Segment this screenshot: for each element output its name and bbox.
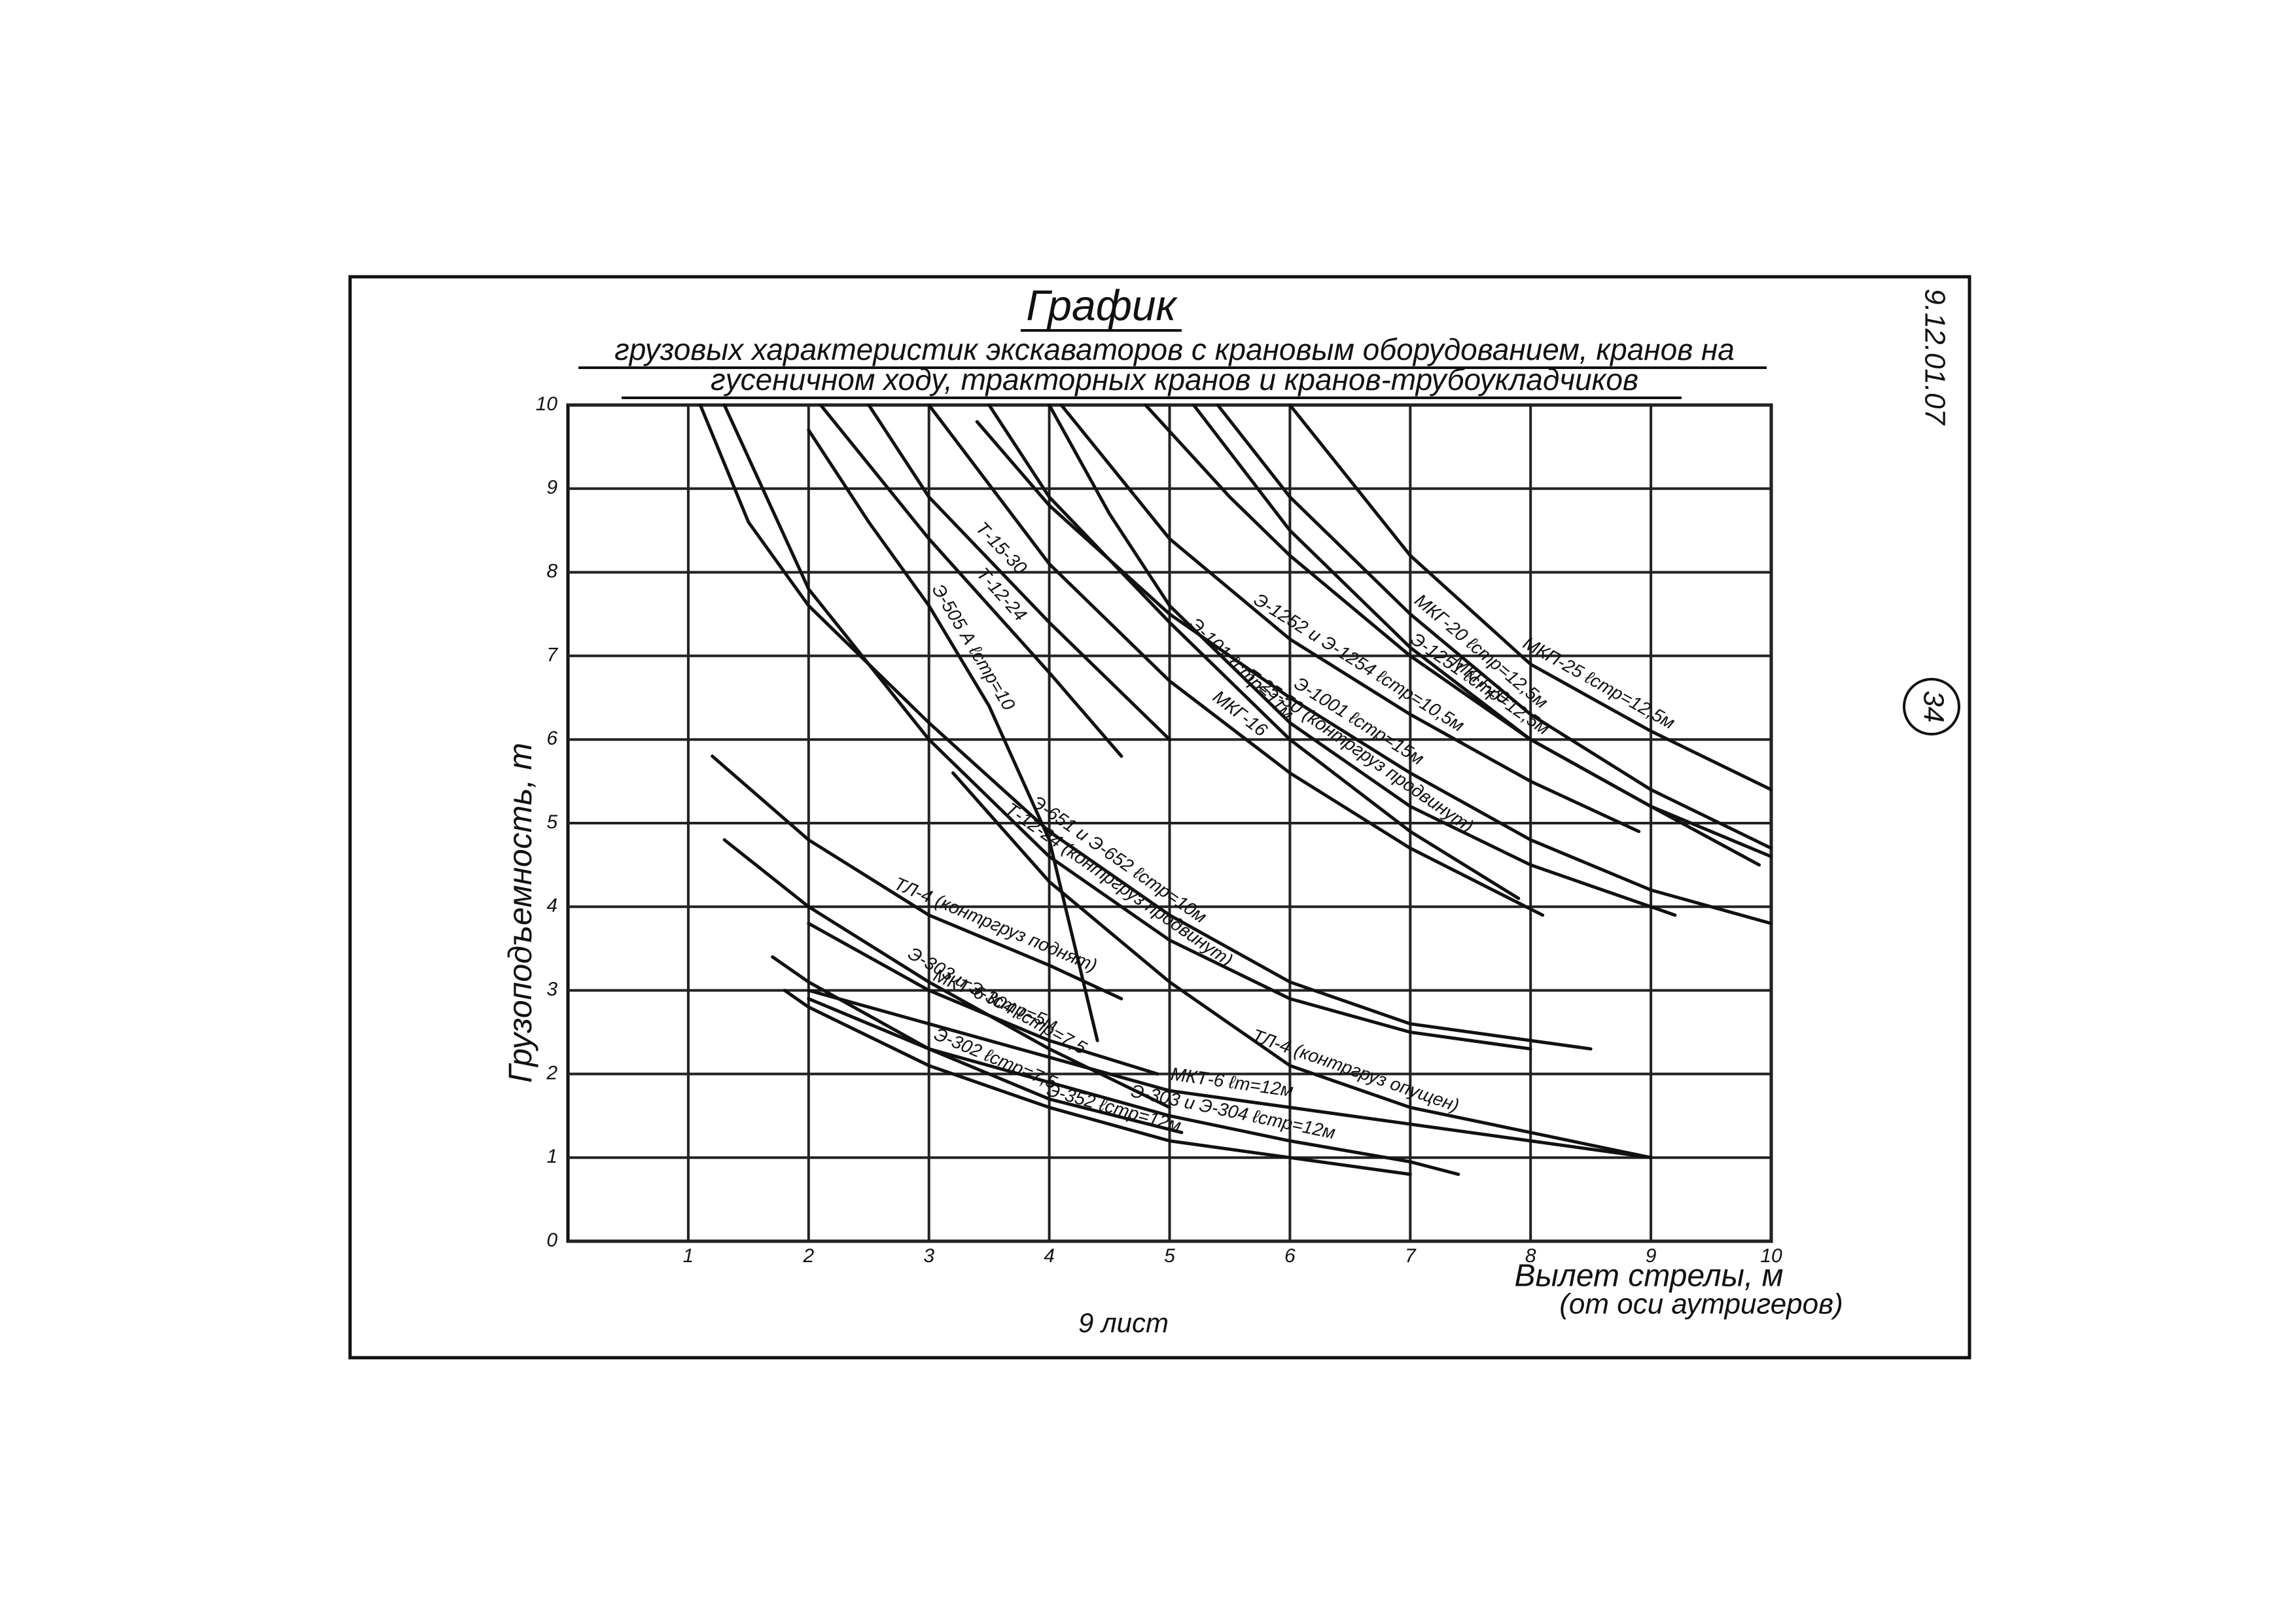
curve <box>711 754 1123 1000</box>
curve <box>1059 403 1641 834</box>
page-number-circle <box>1903 678 1960 735</box>
y-tick-label: 2 <box>546 1062 557 1084</box>
curve <box>975 420 1773 925</box>
y-tick-label: 1 <box>546 1146 557 1167</box>
sheet-note: 9 лист <box>1078 1307 1169 1338</box>
x-tick-label: 5 <box>1164 1245 1175 1267</box>
curve <box>722 403 1532 1051</box>
y-axis-label: Грузоподъемность, т <box>502 743 539 1083</box>
curve <box>807 921 1159 1076</box>
y-tick-label: 4 <box>546 895 557 917</box>
curve <box>698 403 1593 1051</box>
x-tick-label: 10 <box>1760 1245 1782 1267</box>
curve <box>1048 403 1677 917</box>
doc-code: 9.12.01.07 <box>1918 289 1951 425</box>
chart-title: График <box>1026 281 1178 329</box>
curve <box>783 989 1412 1176</box>
y-tick-label: 5 <box>546 811 557 833</box>
x-tick-label: 9 <box>1646 1245 1657 1267</box>
curve <box>1144 403 1761 867</box>
y-tick-label: 3 <box>546 979 557 1000</box>
curve-label: ТЛ-4 (контргруз опущен) <box>1250 1025 1462 1116</box>
curve <box>1216 403 1773 850</box>
curve <box>867 403 1171 741</box>
curve <box>807 428 1099 1042</box>
subtitle-line: грузовых характеристик экскаваторов с кр… <box>614 332 1735 366</box>
y-tick-label: 10 <box>536 393 558 415</box>
x-tick-label: 6 <box>1284 1245 1296 1267</box>
curve <box>771 955 1184 1135</box>
curve <box>1192 403 1773 858</box>
curve <box>807 989 1653 1159</box>
x-tick-label: 2 <box>802 1245 814 1267</box>
curve <box>987 403 1521 900</box>
x-tick-label: 4 <box>1044 1245 1055 1267</box>
x-tick-label: 3 <box>923 1245 934 1267</box>
y-tick-label: 0 <box>546 1229 557 1251</box>
y-tick-label: 9 <box>546 477 557 499</box>
y-tick-label: 7 <box>546 644 558 665</box>
y-tick-label: 8 <box>546 561 557 582</box>
subtitle-line: гусеничном ходу, тракторных кранов и кра… <box>711 362 1638 397</box>
curve <box>819 403 1123 758</box>
curve <box>1288 403 1773 792</box>
page-number: 34 <box>1917 691 1949 723</box>
curve <box>951 771 1653 1159</box>
y-tick-label: 6 <box>546 728 557 749</box>
sheet-frame <box>348 275 1971 1360</box>
x-axis-note: (от оси аутригеров) <box>1559 1288 1843 1320</box>
x-tick-label: 7 <box>1405 1245 1417 1267</box>
x-axis-label: Вылет стрелы, м <box>1514 1259 1783 1294</box>
x-tick-label: 1 <box>683 1245 694 1267</box>
x-tick-label: 8 <box>1525 1245 1536 1267</box>
curve <box>927 403 1545 917</box>
